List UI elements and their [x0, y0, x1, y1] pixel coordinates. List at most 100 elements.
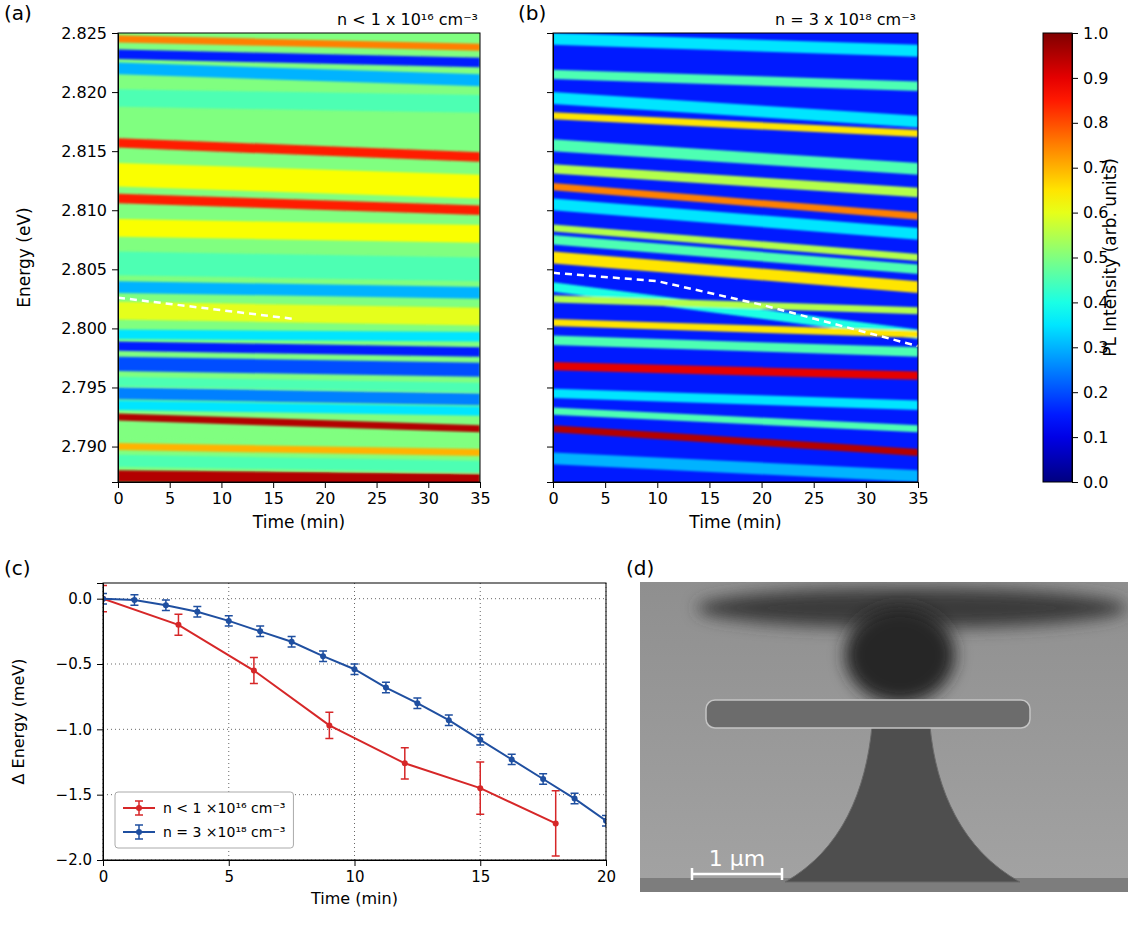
- tick-mark: [325, 482, 326, 488]
- tick: 1.0: [1072, 24, 1108, 43]
- tick-mark: [605, 482, 606, 488]
- annotation: n < 1 x 10¹⁶ cm⁻³: [337, 10, 478, 29]
- tick: [547, 92, 553, 93]
- data-point: [414, 700, 420, 706]
- tick-mark: [229, 860, 230, 866]
- tick-mark: [1072, 168, 1078, 169]
- tick-label: 0.0: [68, 590, 92, 608]
- tick-label: −1.5: [56, 786, 92, 804]
- scale-bar-label: 1 μm: [709, 846, 765, 871]
- tick-label: 5: [224, 868, 234, 886]
- tick: 35: [470, 482, 490, 508]
- data-point: [320, 653, 326, 659]
- tick-label: 2.800: [61, 319, 107, 338]
- tick-label: −2.0: [56, 851, 92, 869]
- error-bar: [351, 664, 359, 674]
- plot-background: [103, 583, 606, 860]
- series: [103, 586, 560, 856]
- pedestal: [785, 726, 1020, 882]
- tick-label: 15: [700, 489, 720, 508]
- tick: 5: [165, 482, 175, 508]
- tick: 2.825: [61, 24, 118, 43]
- tick-mark: [814, 482, 815, 488]
- axis: 2.7902.7952.8002.8052.8102.8152.8202.825: [61, 24, 118, 483]
- tick-mark: [221, 482, 222, 488]
- plot-frame: [103, 583, 606, 860]
- legend-swatch: [136, 829, 142, 835]
- tick-mark: [606, 860, 607, 866]
- tick: [547, 151, 553, 152]
- heatmap-band: [553, 408, 918, 433]
- tick-mark: [112, 328, 118, 329]
- tick: 0.9: [1072, 69, 1108, 88]
- tick-mark: [762, 482, 763, 488]
- data-point: [226, 618, 232, 624]
- heatmap-band: [553, 335, 918, 356]
- tick-mark: [112, 269, 118, 270]
- data-point: [251, 668, 257, 674]
- tick-label: 20: [752, 489, 772, 508]
- error-bar: [130, 595, 138, 605]
- tick: 2.815: [61, 142, 118, 161]
- tick: 20: [315, 482, 335, 508]
- axis-line: [97, 584, 104, 861]
- plot-frame: [118, 33, 480, 482]
- panel-letter: (b): [518, 1, 546, 25]
- tick: −0.5: [56, 655, 103, 673]
- tick: 20: [597, 860, 616, 886]
- tick-label: 0.9: [1083, 69, 1108, 88]
- tick: 30: [856, 482, 876, 508]
- error-bar: [225, 616, 233, 626]
- tick-mark: [866, 482, 867, 488]
- axis-line: [554, 483, 919, 489]
- guide-line: [553, 273, 918, 346]
- error-bar: [288, 637, 296, 647]
- heatmap-band: [553, 70, 918, 91]
- data-point: [446, 717, 452, 723]
- heatmap-area: [553, 33, 918, 482]
- heatmap-band: [118, 443, 480, 456]
- tick-label: 5: [601, 489, 611, 508]
- error-bar: [382, 682, 390, 692]
- guide-line: [118, 298, 294, 319]
- tick-label: 30: [856, 489, 876, 508]
- tick: 10: [212, 482, 232, 508]
- heatmap-band: [553, 33, 918, 57]
- tick-label: 35: [470, 489, 490, 508]
- colorbar: [1043, 33, 1072, 482]
- grid: [103, 583, 606, 860]
- tick: 5: [224, 860, 234, 886]
- heatmap-band: [118, 330, 480, 342]
- heatmap-band: [118, 357, 480, 377]
- tick-label: 0.2: [1083, 383, 1108, 402]
- tick: 0: [99, 860, 109, 886]
- tick-label: 35: [908, 489, 928, 508]
- heatmap-band: [118, 89, 480, 113]
- grid-line: [103, 598, 606, 599]
- heatmap-band: [118, 341, 480, 356]
- tick: 0.1: [1072, 428, 1108, 447]
- error-bar: [602, 816, 606, 826]
- legend-item: n = 3 ×10¹⁸ cm⁻³: [123, 824, 285, 840]
- data-point: [163, 602, 169, 608]
- axis: [547, 34, 554, 483]
- tick-mark: [97, 795, 103, 796]
- tick-label: 15: [263, 489, 283, 508]
- plot-frame: [553, 33, 918, 482]
- tick-label: 2.805: [61, 260, 107, 279]
- heatmap-band: [118, 219, 480, 243]
- figure: 051015202530352.7902.7952.8002.8052.8102…: [0, 0, 1134, 925]
- tick-mark: [1072, 302, 1078, 303]
- grid-line: [354, 583, 355, 860]
- tick-mark: [1072, 123, 1078, 124]
- legend-label: n = 3 ×10¹⁸ cm⁻³: [163, 824, 285, 840]
- tick-mark: [112, 33, 118, 34]
- tick: 2.800: [61, 319, 118, 338]
- panel-letter: (c): [4, 556, 31, 580]
- heatmap-band: [118, 470, 480, 482]
- tick-label: 20: [315, 489, 335, 508]
- panel-letter: (d): [626, 556, 654, 580]
- data-point: [402, 760, 408, 766]
- tick: −2.0: [56, 851, 103, 869]
- tick-label: 10: [345, 868, 364, 886]
